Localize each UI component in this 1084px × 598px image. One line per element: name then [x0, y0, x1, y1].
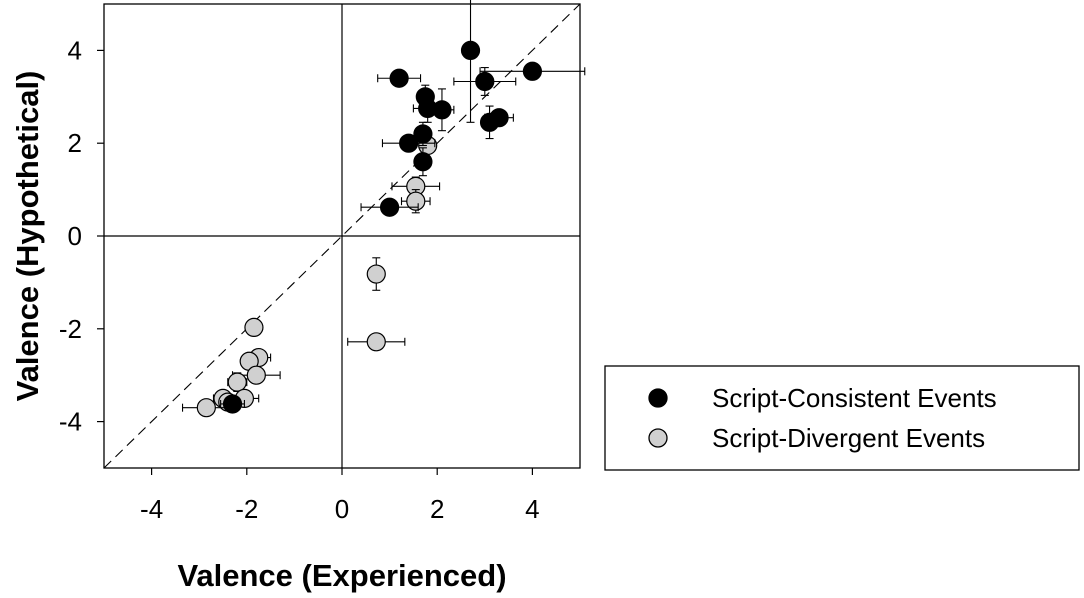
x-tick-label: -4	[140, 494, 163, 524]
data-point-script-divergent	[196, 398, 216, 418]
y-tick-label: 4	[68, 35, 82, 65]
legend-marker-script-consistent	[648, 388, 668, 408]
y-tick-label: -2	[59, 314, 82, 344]
legend-label-script-divergent: Script-Divergent Events	[712, 423, 985, 453]
x-tick-label: 4	[525, 494, 539, 524]
x-axis-title: Valence (Experienced)	[177, 558, 506, 593]
data-point-script-consistent	[389, 68, 409, 88]
y-axis-title: Valence (Hypothetical)	[10, 71, 45, 402]
data-point-script-consistent	[522, 61, 543, 81]
data-point-script-divergent	[227, 372, 247, 392]
x-tick-label: -2	[235, 494, 258, 524]
data-point-script-consistent	[222, 394, 243, 414]
y-tick-label: 2	[68, 128, 82, 158]
data-point-script-consistent	[475, 71, 495, 92]
legend-box	[604, 365, 1080, 471]
y-tick-label: 0	[68, 221, 82, 251]
legend-marker-script-divergent	[648, 428, 668, 448]
legend: Script-Consistent Events Script-Divergen…	[604, 365, 1080, 471]
x-tick-label: 2	[430, 494, 444, 524]
legend-label-script-consistent: Script-Consistent Events	[712, 383, 997, 413]
data-point-script-divergent	[244, 317, 264, 338]
data-point-script-consistent	[380, 197, 400, 217]
data-point-script-divergent	[366, 264, 386, 284]
data-point-script-consistent	[399, 133, 419, 153]
data-point-script-consistent	[432, 100, 452, 120]
data-point-script-consistent	[460, 40, 481, 61]
data-point-script-consistent	[413, 152, 433, 172]
data-point-script-divergent	[246, 365, 266, 385]
data-point-script-divergent	[406, 191, 426, 211]
data-point-script-consistent	[479, 112, 500, 132]
data-point-script-divergent	[366, 332, 386, 352]
y-tick-label: -4	[59, 407, 82, 437]
x-tick-label: 0	[335, 494, 349, 524]
plot-area: -4 -2 0 2 4 -4 -2 0 2 4	[59, 0, 586, 524]
